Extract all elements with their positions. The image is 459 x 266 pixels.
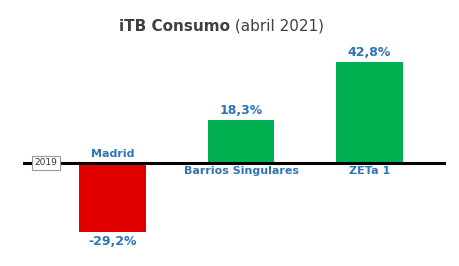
Text: iTB Consumo: iTB Consumo	[119, 19, 230, 34]
Text: Madrid: Madrid	[91, 149, 134, 159]
Text: 18,3%: 18,3%	[219, 104, 262, 117]
Text: 42,8%: 42,8%	[347, 46, 390, 59]
Bar	[207, 120, 274, 163]
Text: 2019: 2019	[34, 158, 57, 167]
Bar	[335, 62, 402, 163]
Text: Barrios Singulares: Barrios Singulares	[183, 167, 298, 176]
Bar	[79, 163, 146, 232]
Text: (abril 2021): (abril 2021)	[230, 19, 323, 34]
Text: -29,2%: -29,2%	[88, 235, 137, 248]
Text: ZETa 1: ZETa 1	[348, 167, 389, 176]
